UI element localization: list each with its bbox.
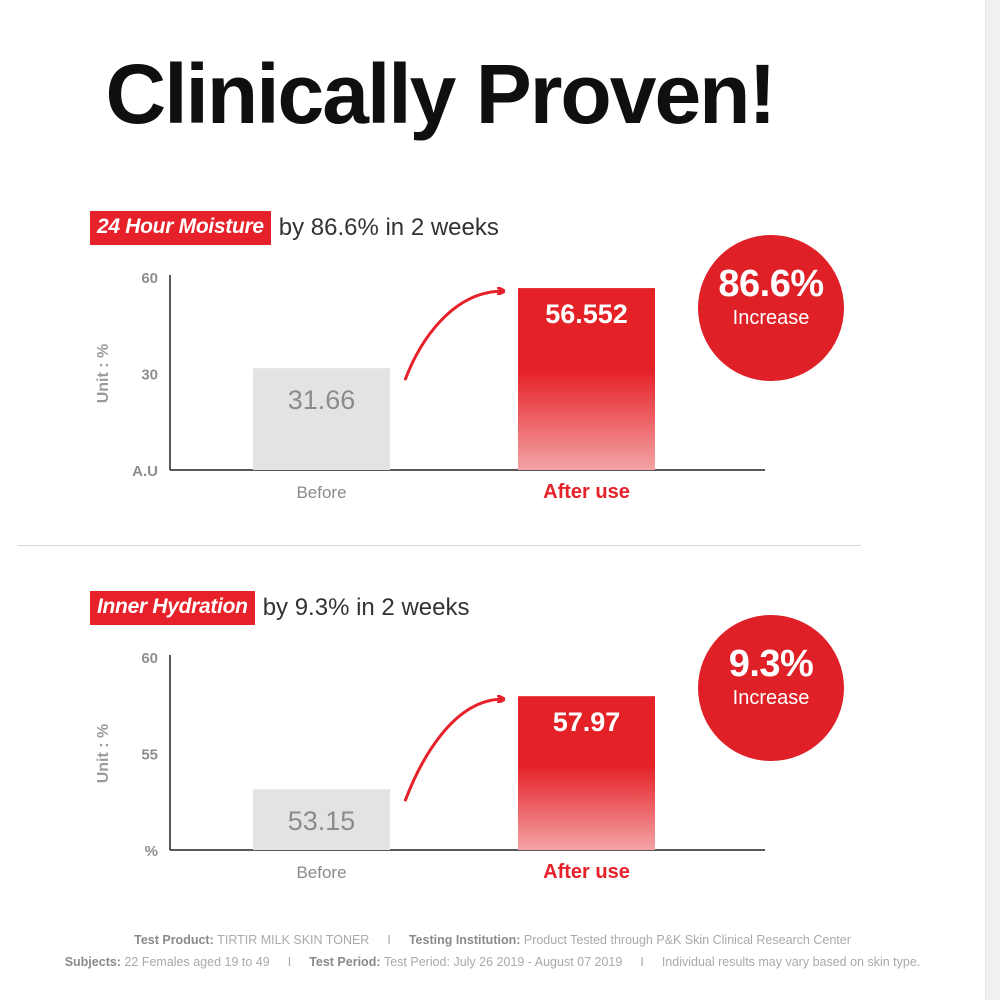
bar-value-label: 57.97 xyxy=(553,707,621,737)
y-axis-label: Unit : % xyxy=(95,344,112,404)
chart-heading: Inner Hydration by 9.3% in 2 weeks xyxy=(90,590,469,626)
bar-value-label: 31.66 xyxy=(288,385,356,415)
page-edge-strip xyxy=(985,0,1000,1000)
bar-chart: % 55 60 Unit : % 53.15 Before 57.97 After use xyxy=(95,650,765,883)
footer-value: Test Period: July 26 2019 - August 07 20… xyxy=(383,955,623,969)
x-category-label: Before xyxy=(296,863,346,882)
bar-before xyxy=(253,368,390,470)
increase-percent: 86.6% xyxy=(718,263,824,305)
chart-title-tag: 24 Hour Moisture xyxy=(90,211,271,245)
y-tick-label: 30 xyxy=(141,367,158,384)
footer-key: Testing Institution: xyxy=(408,933,524,947)
chart-title-rest: by 86.6% in 2 weeks xyxy=(278,214,499,241)
bar-chart: A.U 30 60 Unit : % 31.66 Before 56.552 After us… xyxy=(95,270,765,503)
footer-value: TIRTIR MILK SKIN TONER xyxy=(217,933,370,947)
bar-after xyxy=(518,696,655,850)
chart-panel-hydration: Inner Hydration by 9.3% in 2 weeks % 55 60… xyxy=(0,575,985,905)
x-category-label: After use xyxy=(543,481,630,503)
section-divider xyxy=(18,545,861,546)
y-tick-label: A.U xyxy=(132,463,158,480)
footer-value: Product Tested through P&K Skin Clinical… xyxy=(523,933,851,947)
increase-label: Increase xyxy=(732,687,810,709)
bar-after xyxy=(518,288,655,470)
x-category-label: After use xyxy=(543,861,630,883)
y-axis-label: Unit : % xyxy=(95,724,112,784)
footer-value: 22 Females aged 19 to 49 xyxy=(124,955,270,969)
increase-arrow xyxy=(403,699,503,802)
increase-arrow xyxy=(403,291,503,381)
increase-badge: 86.6% Increase xyxy=(698,235,844,381)
bar-value-label: 53.15 xyxy=(288,806,356,836)
page-title: Clinically Proven! xyxy=(105,47,777,141)
footer-key: Subjects: xyxy=(64,955,125,969)
increase-percent: 9.3% xyxy=(728,643,814,685)
chart-title-tag: Inner Hydration xyxy=(90,591,255,625)
chart-panel-moisture: 24 Hour Moisture by 86.6% in 2 weeks A.U… xyxy=(0,195,985,525)
footer-key: Test Product: xyxy=(134,933,218,947)
footer-line-1: Test Product: TIRTIR MILK SKIN TONER I Tes… xyxy=(0,933,985,947)
footer-line-2: Subjects: 22 Females aged 19 to 49 I Test … xyxy=(0,955,985,969)
increase-label: Increase xyxy=(732,307,810,329)
y-tick-label: 60 xyxy=(141,650,158,667)
footer-value: Individual results may vary based on ski… xyxy=(661,955,921,969)
footer-key: Test Period: xyxy=(309,955,384,969)
y-tick-label: % xyxy=(145,843,158,860)
chart-title-rest: by 9.3% in 2 weeks xyxy=(262,594,470,621)
chart-heading: 24 Hour Moisture by 86.6% in 2 weeks xyxy=(90,210,499,246)
bar-before xyxy=(253,789,390,850)
increase-badge: 9.3% Increase xyxy=(698,615,844,761)
footer-separator: I xyxy=(387,933,391,947)
y-tick-label: 55 xyxy=(141,747,158,764)
y-tick-label: 60 xyxy=(141,270,158,287)
x-category-label: Before xyxy=(296,483,346,502)
bar-value-label: 56.552 xyxy=(545,299,628,329)
footer-separator: I xyxy=(640,955,644,969)
footer-separator: I xyxy=(287,955,292,969)
